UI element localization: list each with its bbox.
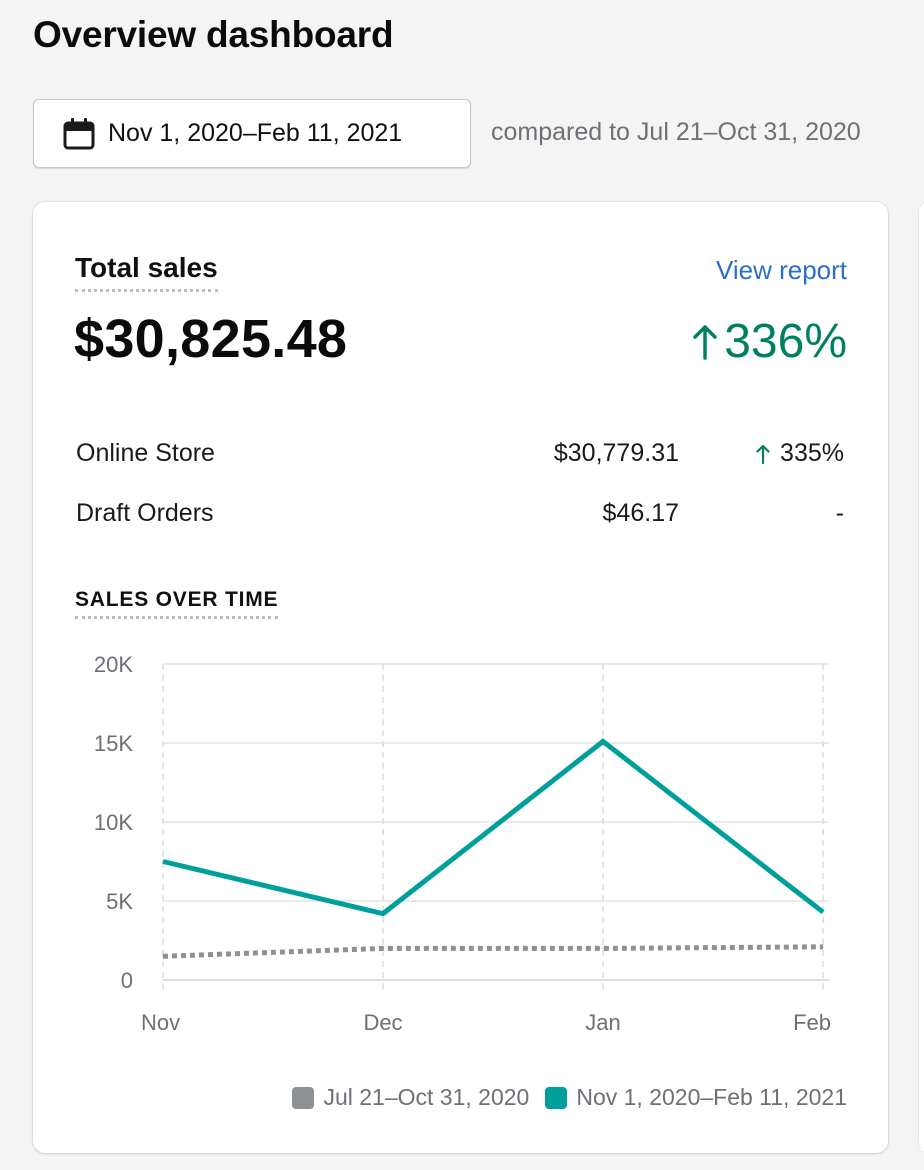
chart-legend: Jul 21–Oct 31, 2020 Nov 1, 2020–Feb 11, … [276,1084,847,1111]
total-change-value: 336% [724,315,847,368]
y-tick-label: 0 [121,968,133,993]
channel-change: 335% [756,439,844,468]
data-point [162,861,164,862]
channel-change: - [836,499,844,528]
calendar-icon [62,117,96,151]
y-tick-label: 5K [106,889,133,914]
legend-swatch [545,1086,568,1109]
data-point [602,947,604,949]
y-tick-label: 20K [94,652,133,677]
channel-name: Online Store [76,439,215,467]
legend-item-previous-period[interactable]: Jul 21–Oct 31, 2020 [292,1084,529,1111]
legend-label: Jul 21–Oct 31, 2020 [323,1084,530,1110]
channel-name: Draft Orders [76,499,214,527]
breakdown-row: Draft Orders $46.17 - [76,493,844,533]
channel-change-value: - [835,499,844,527]
total-sales-value: $30,825.48 [74,309,348,369]
data-point [162,955,164,957]
card-title[interactable]: Total sales [75,252,218,292]
view-report-link[interactable]: View report [715,255,847,285]
channel-amount: $30,779.31 [553,439,679,467]
arrow-up-icon [692,324,718,360]
sales-over-time-chart: 0 5K 10K 15K 20K Nov Dec Jan Feb [94,652,831,1035]
series-line-current-period [162,738,825,917]
x-tick-label: Feb [793,1010,831,1035]
breakdown-row: Online Store $30,779.31 335% [76,433,844,473]
x-tick-label: Jan [585,1010,620,1035]
comparison-period-text: compared to Jul 21–Oct 31, 2020 [491,118,861,146]
y-tick-label: 15K [94,731,133,756]
data-point [602,740,604,742]
date-range-label: Nov 1, 2020–Feb 11, 2021 [108,119,403,147]
data-point [382,913,384,915]
total-sales-change: 336% [692,314,847,369]
x-tick-label: Dec [363,1010,402,1035]
arrow-up-icon [756,444,770,464]
date-range-button[interactable]: Nov 1, 2020–Feb 11, 2021 [33,99,471,168]
legend-item-current-period[interactable]: Nov 1, 2020–Feb 11, 2021 [545,1084,847,1111]
legend-label: Nov 1, 2020–Feb 11, 2021 [576,1084,847,1110]
channel-change-value: 335% [780,439,844,467]
legend-swatch [292,1086,315,1109]
adjacent-card-edge [919,202,924,1153]
data-point [822,911,824,913]
channel-amount: $46.17 [602,499,679,527]
x-tick-label: Nov [141,1010,180,1035]
data-point [822,946,824,948]
page-title: Overview dashboard [33,14,394,55]
data-point [382,947,384,949]
total-sales-card: Total sales View report $30,825.48 336% … [33,202,888,1153]
series-line-previous-period [162,944,824,959]
y-tick-label: 10K [94,810,133,835]
chart-heading[interactable]: SALES OVER TIME [75,588,279,619]
